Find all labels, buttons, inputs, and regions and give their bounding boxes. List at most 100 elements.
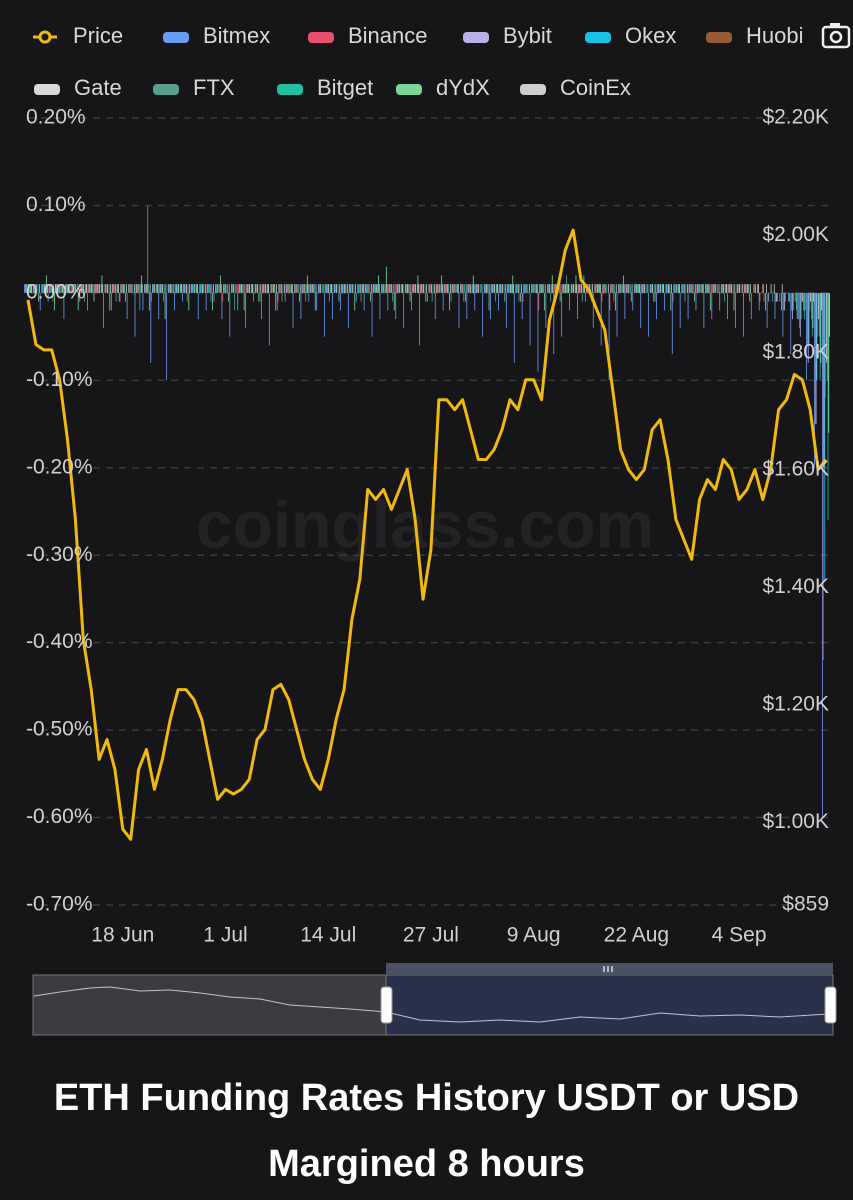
legend-item[interactable]: Bitmex (163, 23, 270, 48)
bar (720, 284, 722, 293)
legend-item[interactable]: Binance (308, 23, 428, 48)
bar (395, 292, 397, 320)
bar (639, 284, 641, 293)
bar (537, 292, 539, 372)
bar (122, 284, 123, 293)
bar (372, 284, 374, 293)
bar (450, 292, 452, 302)
bar (365, 284, 367, 293)
bar (695, 292, 697, 311)
bar (516, 284, 518, 293)
bar (578, 284, 580, 293)
bar (29, 284, 31, 293)
bar (644, 284, 646, 293)
bar (705, 284, 706, 293)
bar (351, 284, 353, 293)
bar (527, 284, 529, 293)
bar (437, 284, 439, 293)
bar (126, 292, 128, 320)
bar (391, 284, 393, 293)
bar (825, 292, 826, 398)
bar (601, 292, 603, 302)
bar (389, 284, 390, 293)
navigator-drag-bar[interactable] (386, 963, 833, 975)
bar (244, 284, 246, 293)
bar (61, 284, 63, 293)
navigator-window[interactable] (385, 974, 834, 1036)
legend-swatch (396, 84, 422, 95)
bar (159, 284, 160, 293)
bar (476, 284, 478, 293)
y2-tick-label: $1.80K (762, 340, 829, 363)
bar (571, 284, 573, 293)
bar (765, 292, 766, 311)
bar (276, 292, 278, 311)
bar (371, 292, 373, 337)
bar (707, 284, 709, 293)
bar (531, 284, 533, 293)
bar (470, 284, 472, 293)
bar (468, 284, 469, 293)
bar (208, 284, 210, 293)
bar (340, 292, 341, 311)
bar (165, 284, 167, 293)
y-tick-label: -0.50% (26, 718, 93, 741)
legend-item[interactable]: CoinEx (520, 75, 631, 100)
legend-item[interactable]: Okex (585, 23, 676, 48)
legend-item[interactable]: Bybit (463, 23, 552, 48)
bar (575, 275, 577, 293)
navigator-handle-right[interactable] (824, 986, 837, 1024)
bar (466, 292, 468, 320)
bar (603, 284, 604, 293)
bar (49, 284, 51, 293)
legend-item[interactable]: Price (33, 23, 123, 48)
bar (535, 284, 537, 293)
legend-item[interactable]: Bitget (277, 75, 373, 100)
legend-item[interactable]: FTX (153, 75, 235, 100)
bar (187, 284, 189, 293)
bar (477, 284, 479, 293)
bar (145, 284, 147, 293)
legend-label: Huobi (746, 23, 803, 48)
bar (726, 284, 728, 293)
bar (683, 284, 685, 293)
bar (445, 284, 446, 293)
navigator-handle-left[interactable] (380, 986, 393, 1024)
bar (402, 284, 404, 293)
bar (500, 284, 502, 293)
bar (340, 284, 342, 293)
bar (633, 284, 635, 293)
bar (711, 292, 713, 320)
legend-item[interactable]: dYdX (396, 75, 490, 100)
bar (291, 284, 293, 293)
bar (502, 284, 503, 293)
camera-icon[interactable] (821, 23, 851, 49)
bar (817, 292, 819, 337)
bar (58, 284, 59, 293)
legend-item[interactable]: Huobi (706, 23, 803, 48)
legend-item[interactable]: Gate (34, 75, 122, 100)
bar (597, 284, 599, 293)
bar (727, 292, 728, 320)
bar (176, 284, 178, 293)
bar (254, 284, 256, 293)
bar (803, 292, 805, 320)
bar (763, 292, 765, 302)
bar (640, 292, 642, 328)
bar (203, 284, 205, 293)
bar (193, 284, 194, 293)
bar (168, 284, 170, 293)
bar (645, 284, 647, 293)
bar (623, 284, 625, 293)
bar (510, 284, 512, 293)
bar (722, 284, 724, 293)
bar (24, 284, 26, 293)
bar (25, 284, 27, 293)
bar (24, 284, 25, 293)
bar (822, 292, 823, 818)
bar (327, 284, 329, 293)
bar (464, 292, 466, 302)
bar (675, 284, 676, 293)
bar (615, 284, 617, 293)
